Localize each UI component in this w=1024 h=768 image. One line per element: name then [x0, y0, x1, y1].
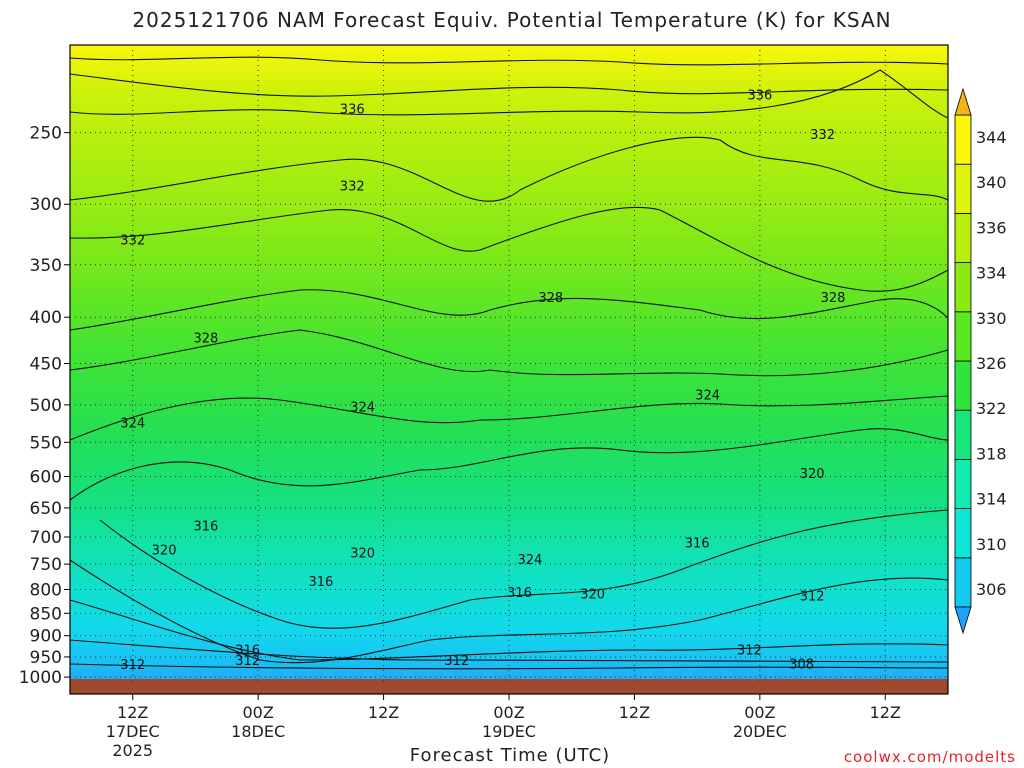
- y-tick-label-2: 350: [30, 256, 62, 276]
- x-tick-date-0: 17DEC: [106, 722, 160, 741]
- contour-label-14: 320: [580, 587, 605, 602]
- contour-label-26: 308: [789, 658, 814, 673]
- contour-label-9: 324: [695, 389, 720, 404]
- contour-label-20: 316: [235, 643, 260, 658]
- chart-title: 2025121706 NAM Forecast Equiv. Potential…: [132, 8, 892, 32]
- contour-label-2: 332: [810, 128, 835, 143]
- y-tick-label-10: 750: [30, 555, 62, 575]
- y-tick-label-1: 300: [30, 195, 62, 215]
- colorbar-segment-3: [954, 409, 972, 460]
- colorbar-segment-6: [954, 262, 972, 313]
- y-tick-label-11: 800: [30, 580, 62, 600]
- contour-label-4: 332: [120, 233, 145, 248]
- contour-label-13: 320: [350, 546, 375, 561]
- y-tick-label-0: 250: [30, 124, 62, 144]
- x-tick-label-0: 12Z: [117, 703, 148, 722]
- contour-labels: 336 336 332 332 332 328 328 328 324 324 324 320 320 3…: [120, 89, 845, 673]
- contour-label-12: 320: [152, 544, 177, 559]
- ground-strip: [70, 679, 948, 694]
- contour-label-10: 324: [120, 417, 145, 432]
- x-tick-label-6: 12Z: [870, 703, 901, 722]
- x-tick-year-0: 2025: [112, 741, 153, 760]
- x-tick-label-5: 00Z: [744, 703, 775, 722]
- contour-label-24: 312: [120, 658, 145, 673]
- y-tick-label-8: 650: [30, 499, 62, 519]
- contour-label-5: 328: [538, 291, 563, 306]
- y-tick-label-7: 600: [30, 467, 62, 487]
- contour-label-17: 316: [308, 575, 333, 590]
- contour-label-18: 316: [507, 586, 532, 601]
- colorbar-label-7: 334: [976, 264, 1007, 283]
- colorbar-label-8: 336: [976, 218, 1007, 237]
- x-tick-label-3: 00Z: [493, 703, 524, 722]
- colorbar-label-10: 344: [976, 128, 1007, 147]
- contour-label-0: 336: [340, 102, 365, 117]
- colorbar-segment-1: [954, 508, 972, 559]
- y-tick-label-4: 450: [30, 354, 62, 374]
- colorbar-label-1: 310: [976, 535, 1007, 554]
- contour-label-1: 336: [747, 89, 772, 104]
- contour-label-25: 312: [444, 654, 469, 669]
- colorbar-segment-9: [954, 114, 972, 165]
- colorbar-label-6: 330: [976, 309, 1007, 328]
- colorbar-segment-0: [954, 557, 972, 608]
- y-tick-label-9: 700: [30, 528, 62, 548]
- y-tick-label-13: 900: [30, 627, 62, 647]
- contour-label-6: 328: [821, 291, 846, 306]
- x-tick-date-3: 19DEC: [482, 722, 536, 741]
- colorbar-segment-7: [954, 212, 972, 263]
- colorbar-segment-8: [954, 163, 972, 214]
- contour-label-7: 328: [193, 331, 218, 346]
- y-tick-label-3: 400: [30, 308, 62, 328]
- colorbar-label-4: 322: [976, 399, 1007, 418]
- y-tick-label-14: 950: [30, 648, 62, 668]
- x-tick-label-2: 12Z: [368, 703, 399, 722]
- colorbar-label-2: 314: [976, 490, 1007, 509]
- x-tick-label-1: 00Z: [242, 703, 273, 722]
- y-tick-label-6: 550: [30, 433, 62, 453]
- contour-label-8: 324: [350, 400, 375, 415]
- contour-label-19: 316: [685, 537, 710, 552]
- y-axis: 250 300 350 400 450 500 550 600 650 700 750 800 850 9…: [19, 124, 70, 688]
- x-tick-date-1: 18DEC: [231, 722, 285, 741]
- colorbar-segment-5: [954, 311, 972, 362]
- colorbar-label-9: 340: [976, 173, 1007, 192]
- colorbar-label-3: 318: [976, 444, 1007, 463]
- colorbar-segment-4: [954, 360, 972, 411]
- y-tick-label-5: 500: [30, 396, 62, 416]
- credit-link[interactable]: coolwx.com/modelts: [843, 748, 1016, 766]
- colorbar-segment-2: [954, 458, 972, 509]
- contour-label-3: 332: [340, 179, 365, 194]
- x-tick-date-5: 20DEC: [733, 722, 787, 741]
- y-tick-label-12: 850: [30, 604, 62, 624]
- x-axis-label: Forecast Time (UTC): [409, 745, 611, 766]
- colorbar-bottom-arrow: [954, 606, 972, 635]
- colorbar-top-arrow: [954, 87, 972, 116]
- colorbar: 344 340 336 334 330 326 322 318 314 310 306: [954, 87, 1007, 635]
- colorbar-label-0: 306: [976, 580, 1007, 599]
- y-tick-label-15: 1000: [19, 668, 62, 688]
- contour-lines: [69, 56, 949, 670]
- x-tick-label-4: 12Z: [619, 703, 650, 722]
- contour-label-15: 324: [517, 553, 542, 568]
- colorbar-label-5: 326: [976, 354, 1007, 373]
- contour-label-23: 312: [235, 654, 260, 669]
- contour-label-16: 316: [193, 520, 218, 535]
- grid-lines: [70, 45, 948, 681]
- contour-label-11: 320: [800, 467, 825, 482]
- contour-label-22: 312: [737, 643, 762, 658]
- contour-label-21: 312: [800, 589, 825, 604]
